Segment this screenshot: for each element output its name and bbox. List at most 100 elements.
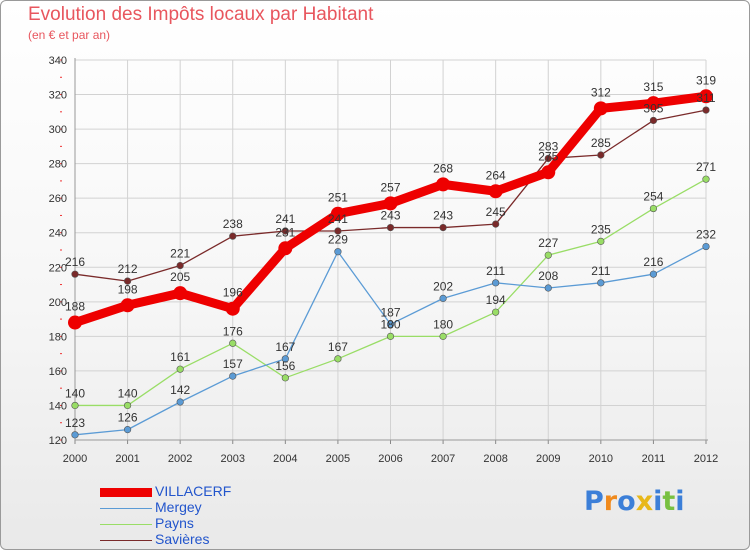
legend-label-payns: Payns (155, 515, 194, 531)
data-point-savires (229, 232, 237, 240)
data-point-villacerf (278, 241, 293, 256)
data-label-payns: 180 (433, 317, 453, 331)
x-tick-label: 2008 (483, 453, 507, 465)
data-point-mergey (123, 426, 132, 434)
data-label-villacerf: 231 (275, 225, 295, 239)
data-label-villacerf: 312 (591, 85, 611, 99)
legend-swatch-payns (100, 524, 152, 525)
data-point-villacerf (699, 89, 713, 104)
data-label-villacerf: 268 (433, 161, 453, 175)
data-label-payns: 161 (170, 350, 190, 364)
data-label-savires: 216 (65, 255, 85, 269)
y-tick-label: 180 (49, 331, 67, 343)
y-tick-label: 120 (49, 435, 67, 447)
logo-letter: i (675, 486, 685, 517)
data-point-mergey (492, 279, 500, 287)
x-tick-label: 2010 (589, 453, 613, 465)
data-point-savires (439, 223, 447, 232)
data-labels: 216 212 221 238 241 241 243 243 245 283 285 305 311 1… (65, 73, 716, 430)
data-point-savires (176, 261, 184, 270)
data-label-villacerf: 257 (380, 180, 400, 194)
data-point-mergey (702, 242, 710, 251)
data-point-villacerf (173, 286, 188, 301)
data-label-savires: 241 (328, 212, 348, 226)
legend-label-mergey: Mergey (155, 499, 202, 515)
data-label-savires: 305 (643, 101, 663, 115)
data-point-mergey (386, 320, 395, 328)
y-tick-label: 320 (49, 90, 67, 102)
data-label-savires: 245 (486, 205, 506, 219)
data-label-mergey: 211 (486, 264, 505, 278)
data-label-mergey: 157 (223, 357, 243, 371)
data-point-mergey (544, 284, 552, 292)
data-point-villacerf (646, 96, 661, 111)
legend-swatch-savieres (100, 540, 152, 541)
data-point-payns (281, 374, 289, 382)
data-label-mergey: 126 (118, 411, 138, 425)
data-label-payns: 176 (223, 324, 243, 338)
data-label-payns: 140 (118, 386, 138, 400)
data-label-payns: 254 (643, 190, 663, 204)
data-point-mergey (71, 431, 79, 439)
data-point-savires (386, 223, 395, 232)
data-label-villacerf: 196 (223, 286, 243, 300)
data-point-payns (492, 308, 500, 316)
data-point-villacerf (225, 301, 240, 316)
data-label-mergey: 208 (538, 269, 558, 283)
legend-label-savieres: Savières (155, 531, 210, 547)
x-tick-label: 2006 (378, 453, 402, 465)
data-label-savires: 283 (538, 139, 558, 153)
data-label-villacerf: 251 (328, 191, 348, 205)
data-label-villacerf: 188 (65, 300, 85, 314)
data-point-payns (176, 365, 184, 373)
data-point-villacerf (593, 101, 608, 116)
data-point-savires (281, 227, 289, 235)
data-point-mergey (439, 294, 447, 302)
y-tick-label: 160 (49, 366, 67, 378)
data-label-villacerf: 275 (538, 149, 558, 163)
axes (60, 58, 708, 444)
y-tick-label: 340 (49, 55, 67, 67)
y-tick-label: 140 (49, 400, 67, 412)
data-point-payns (597, 237, 605, 245)
data-label-mergey: 167 (275, 340, 295, 354)
chart-subtitle: (en € et par an) (28, 28, 111, 42)
data-label-mergey: 211 (591, 264, 610, 278)
y-tick-label: 260 (49, 193, 67, 205)
data-label-savires: 212 (118, 262, 138, 276)
x-tick-label: 2000 (63, 453, 87, 465)
data-label-villacerf: 198 (118, 282, 138, 296)
legend-swatch-villacerf (100, 488, 152, 497)
data-label-payns: 194 (486, 293, 506, 307)
data-point-savires (702, 106, 710, 114)
data-point-savires (544, 154, 552, 163)
data-label-mergey: 229 (328, 233, 348, 247)
data-point-mergey (176, 398, 184, 406)
data-label-mergey: 202 (433, 279, 453, 293)
logo-letter: x (635, 486, 654, 517)
data-point-mergey (229, 372, 237, 380)
data-point-savires (649, 116, 658, 125)
y-tick-label: 200 (49, 297, 67, 309)
x-tick-label: 2003 (221, 453, 245, 465)
legend-swatch-mergey (100, 508, 152, 509)
data-label-payns: 271 (696, 160, 716, 174)
y-tick-label: 300 (49, 124, 67, 136)
data-label-savires: 238 (223, 217, 243, 231)
data-point-villacerf (330, 206, 345, 221)
data-label-mergey: 187 (380, 305, 400, 319)
data-label-savires: 243 (433, 209, 453, 223)
data-label-payns: 140 (65, 386, 85, 400)
data-label-savires: 285 (591, 136, 611, 150)
proxiti-logo: Proxiti (584, 486, 685, 517)
legend-label-villacerf: VILLACERF (155, 483, 232, 499)
x-tick-label: 2004 (273, 453, 297, 465)
data-label-villacerf: 319 (696, 73, 716, 87)
logo-letter: t (662, 486, 676, 517)
x-tick-label: 2007 (431, 453, 455, 465)
tick-labels: 120 140 160 180 200 220 240 260 280 300 320 340 2000… (49, 55, 719, 465)
data-label-mergey: 123 (65, 416, 85, 430)
data-label-villacerf: 205 (170, 270, 190, 284)
